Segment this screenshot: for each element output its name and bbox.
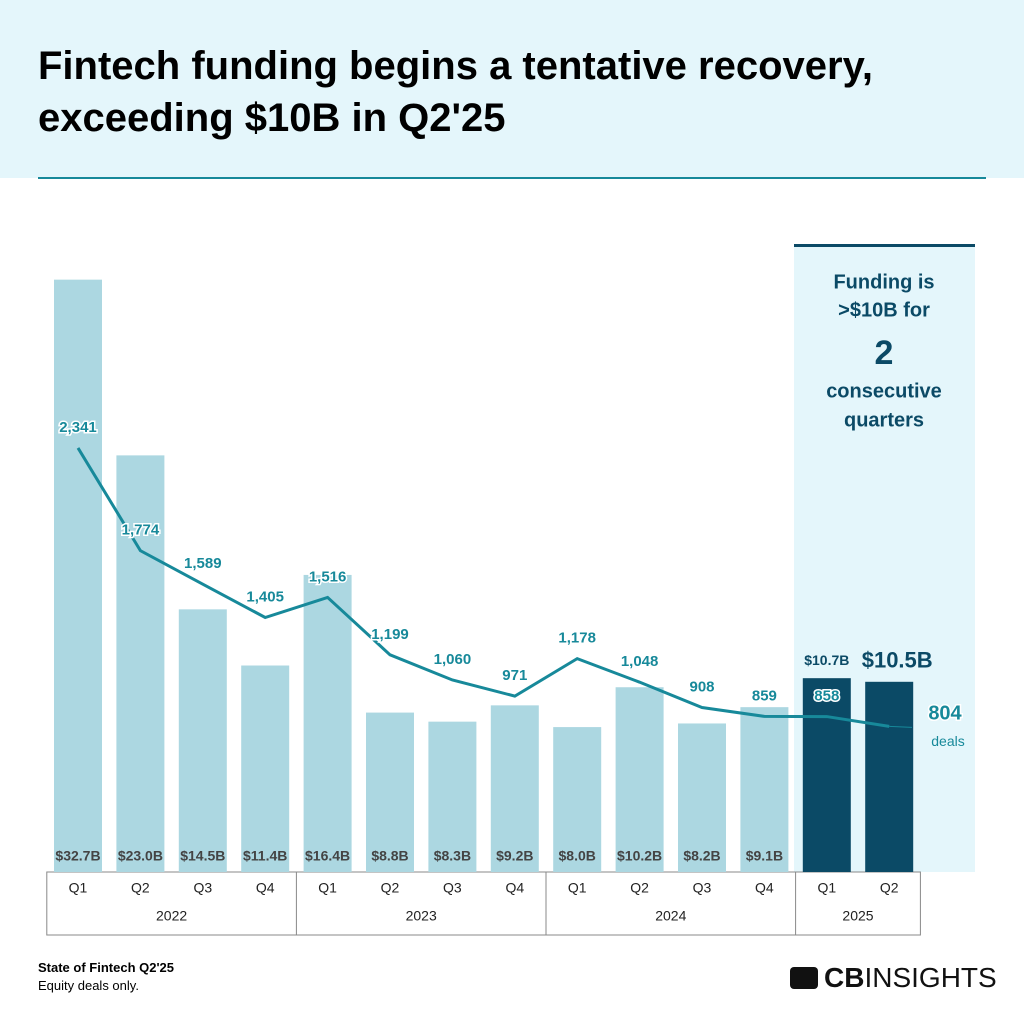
logo-light: INSIGHTS — [864, 962, 997, 993]
line-value-label: 1,405 — [246, 588, 284, 605]
bar-value-label: $8.3B — [434, 848, 471, 864]
line-value-label: 2,341 — [59, 419, 97, 436]
x-tick-label: Q2 — [131, 880, 150, 896]
bar — [178, 609, 227, 872]
header: Fintech funding begins a tentative recov… — [0, 0, 1024, 178]
line-value-label: 858 — [814, 688, 839, 705]
title: Fintech funding begins a tentative recov… — [38, 44, 873, 140]
x-tick-label: Q2 — [880, 880, 899, 896]
line-value-label: 859 — [752, 687, 777, 704]
line-value-label: 1,589 — [184, 555, 222, 572]
source: State of Fintech Q2'25 — [38, 960, 175, 975]
logo: CB INSIGHTS — [790, 962, 997, 994]
x-tick-label: Q1 — [69, 880, 88, 896]
x-tick-label: Q4 — [755, 880, 774, 896]
line-value-label: 908 — [689, 678, 714, 695]
x-tick-label: Q1 — [318, 880, 337, 896]
bar-value-label: $9.1B — [746, 848, 783, 864]
line — [76, 447, 890, 728]
x-tick-label: Q3 — [193, 880, 212, 896]
logo-bold: CB — [824, 962, 865, 993]
x-tick-label: Q1 — [817, 880, 836, 896]
callout-text: >$10B for — [838, 299, 930, 321]
bar — [865, 681, 914, 872]
bar — [490, 705, 539, 872]
rule — [38, 177, 986, 179]
x-tick-label: Q2 — [630, 880, 649, 896]
line-value-label: 804 — [928, 703, 962, 725]
bar — [678, 723, 726, 872]
group-label: 2023 — [406, 908, 437, 924]
x-tick-label: Q3 — [443, 880, 462, 896]
bar — [615, 687, 664, 872]
x-tick-label: Q2 — [381, 880, 400, 896]
line-value-label: 1,199 — [371, 626, 409, 643]
bar-value-label: $10.2B — [617, 848, 662, 864]
bar-value-label: $14.5B — [180, 848, 225, 864]
note: Equity deals only. — [38, 978, 139, 993]
bar-value-label: $8.8B — [371, 848, 408, 864]
bar — [54, 279, 102, 873]
group-label: 2025 — [842, 908, 873, 924]
bar — [241, 665, 290, 872]
bar-value-label: $8.0B — [559, 848, 596, 864]
series-name: deals — [931, 733, 964, 749]
group-label: 2024 — [655, 908, 686, 924]
line-value-label: 1,178 — [558, 630, 596, 647]
line-value-label: 1,516 — [309, 568, 347, 585]
x-tick-label: Q4 — [505, 880, 524, 896]
callout-border — [794, 244, 975, 247]
callout-text: consecutive — [826, 380, 942, 402]
x-tick-label: Q3 — [693, 880, 712, 896]
bar-value-label: $10.5B — [862, 648, 933, 673]
bar — [802, 678, 851, 872]
logo-icon — [790, 967, 818, 989]
line-value-label: 971 — [502, 667, 527, 684]
bar-value-label: $9.2B — [496, 848, 533, 864]
axis-box — [46, 871, 921, 936]
bar — [366, 712, 414, 872]
bar-value-label: $8.2B — [683, 848, 720, 864]
group-label: 2022 — [156, 908, 187, 924]
bar-value-label: $32.7B — [55, 848, 100, 864]
callout-text: Funding is — [833, 271, 934, 293]
line-value-label: 1,048 — [621, 653, 659, 670]
bar — [428, 721, 477, 872]
bar-value-label: $11.4B — [243, 848, 287, 864]
line-value-label: 1,060 — [434, 651, 472, 668]
bar — [553, 727, 602, 872]
x-tick-label: Q1 — [568, 880, 587, 896]
bar-value-label: $16.4B — [305, 848, 350, 864]
line-value-label: 1,774 — [122, 522, 160, 539]
callout-text: 2 — [875, 334, 894, 372]
callout-text: quarters — [844, 409, 924, 431]
bar — [303, 574, 352, 872]
bar-value-label: $23.0B — [118, 848, 163, 864]
bar-value-label: $10.7B — [804, 652, 849, 668]
line-connector — [889, 725, 913, 728]
bar — [740, 707, 789, 872]
x-tick-label: Q4 — [256, 880, 275, 896]
bar — [116, 455, 165, 872]
